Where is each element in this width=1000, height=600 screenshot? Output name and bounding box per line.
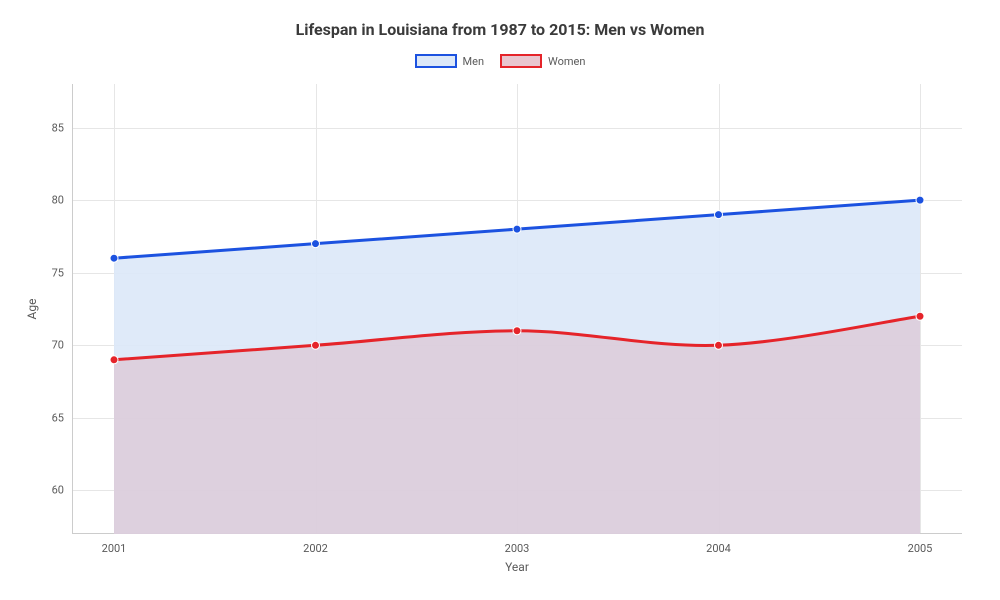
marker-women[interactable] bbox=[110, 356, 118, 364]
marker-men[interactable] bbox=[110, 254, 118, 262]
x-tick-label: 2005 bbox=[908, 542, 933, 555]
marker-men[interactable] bbox=[715, 211, 723, 219]
marker-men[interactable] bbox=[916, 196, 924, 204]
y-axis-title: Age bbox=[25, 299, 39, 320]
y-tick-label: 70 bbox=[52, 339, 64, 352]
x-tick-label: 2001 bbox=[102, 542, 127, 555]
marker-women[interactable] bbox=[916, 312, 924, 320]
y-tick-label: 75 bbox=[52, 266, 64, 279]
x-axis-title: Year bbox=[505, 560, 529, 574]
legend-swatch-men bbox=[415, 54, 457, 68]
marker-women[interactable] bbox=[312, 341, 320, 349]
y-tick-label: 65 bbox=[52, 411, 64, 424]
y-tick-label: 60 bbox=[52, 484, 64, 497]
y-tick-label: 85 bbox=[52, 121, 64, 134]
legend-item-women[interactable]: Women bbox=[500, 54, 585, 68]
plot-area: Age Year 6065707580852001200220032004200… bbox=[72, 84, 962, 534]
series-svg bbox=[72, 84, 962, 534]
marker-women[interactable] bbox=[715, 341, 723, 349]
legend-label-women: Women bbox=[548, 55, 585, 68]
marker-men[interactable] bbox=[513, 225, 521, 233]
chart-container: Lifespan in Louisiana from 1987 to 2015:… bbox=[0, 0, 1000, 600]
chart-title: Lifespan in Louisiana from 1987 to 2015:… bbox=[0, 20, 1000, 39]
legend-swatch-women bbox=[500, 54, 542, 68]
x-tick-label: 2004 bbox=[706, 542, 731, 555]
x-tick-label: 2003 bbox=[505, 542, 530, 555]
marker-women[interactable] bbox=[513, 327, 521, 335]
legend-item-men[interactable]: Men bbox=[415, 54, 485, 68]
x-tick-label: 2002 bbox=[303, 542, 328, 555]
legend-label-men: Men bbox=[463, 55, 485, 68]
legend: Men Women bbox=[0, 54, 1000, 68]
marker-men[interactable] bbox=[312, 240, 320, 248]
y-tick-label: 80 bbox=[52, 194, 64, 207]
